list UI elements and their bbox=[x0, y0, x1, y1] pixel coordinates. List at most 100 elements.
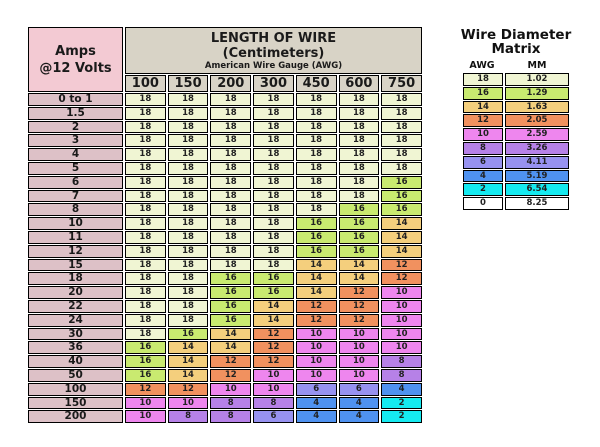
length-column-header: 100 bbox=[125, 75, 166, 92]
gauge-value-cell: 16 bbox=[125, 341, 166, 355]
matrix-row: 4 5.19 bbox=[463, 169, 569, 183]
gauge-value-cell: 18 bbox=[338, 134, 380, 148]
matrix-mm-cell: 1.02 bbox=[505, 73, 569, 86]
table-row: 12 18 18 18 18 16 16 14 bbox=[28, 244, 422, 258]
matrix-tbody: 18 1.02 16 1.29 14 1.63 12 2.05 10 2.59 8 3.26 6 4.11… bbox=[463, 73, 569, 210]
gauge-value-cell: 18 bbox=[167, 148, 209, 161]
gauge-value-cell: 10 bbox=[295, 327, 337, 341]
table-row: 3 18 18 18 18 18 18 18 bbox=[28, 134, 422, 148]
gauge-value-cell: 18 bbox=[167, 299, 209, 313]
gauge-value-cell: 18 bbox=[295, 93, 337, 106]
amps-row-label: 22 bbox=[28, 299, 123, 313]
gauge-value-cell: 18 bbox=[381, 93, 422, 106]
gauge-value-cell: 18 bbox=[253, 93, 294, 106]
amps-row-label: 1.5 bbox=[28, 106, 123, 120]
table-row: 4 18 18 18 18 18 18 18 bbox=[28, 148, 422, 161]
matrix-awg-cell: 16 bbox=[463, 86, 503, 100]
gauge-value-cell: 16 bbox=[210, 313, 252, 327]
gauge-value-cell: 14 bbox=[295, 258, 337, 272]
table-row: 36 16 14 14 12 10 10 10 bbox=[28, 341, 422, 355]
gauge-value-cell: 12 bbox=[167, 382, 209, 396]
wire-diameter-matrix-table: 18 1.02 16 1.29 14 1.63 12 2.05 10 2.59 8 3.26 6 4.11… bbox=[461, 72, 571, 211]
amps-row-label: 50 bbox=[28, 368, 123, 382]
gauge-value-cell: 16 bbox=[338, 230, 380, 244]
gauge-value-cell: 16 bbox=[338, 203, 380, 217]
gauge-value-cell: 18 bbox=[253, 134, 294, 148]
gauge-value-cell: 10 bbox=[381, 341, 422, 355]
matrix-row: 12 2.05 bbox=[463, 114, 569, 128]
gauge-value-cell: 16 bbox=[381, 189, 422, 203]
gauge-value-cell: 10 bbox=[381, 327, 422, 341]
gauge-value-cell: 18 bbox=[381, 106, 422, 120]
gauge-value-cell: 16 bbox=[295, 230, 337, 244]
table-row: 18 18 18 16 16 14 14 12 bbox=[28, 272, 422, 286]
gauge-value-cell: 18 bbox=[167, 106, 209, 120]
amps-row-label: 20 bbox=[28, 286, 123, 299]
gauge-value-cell: 10 bbox=[381, 299, 422, 313]
table-row: 50 16 14 12 10 10 10 8 bbox=[28, 368, 422, 382]
gauge-value-cell: 18 bbox=[381, 148, 422, 161]
gauge-value-cell: 12 bbox=[295, 299, 337, 313]
gauge-value-cell: 18 bbox=[253, 106, 294, 120]
gauge-value-cell: 18 bbox=[253, 161, 294, 175]
gauge-value-cell: 18 bbox=[125, 313, 166, 327]
gauge-value-cell: 4 bbox=[338, 396, 380, 410]
amps-row-label: 12 bbox=[28, 244, 123, 258]
amps-row-label: 7 bbox=[28, 189, 123, 203]
gauge-value-cell: 18 bbox=[167, 120, 209, 134]
gauge-value-cell: 18 bbox=[295, 120, 337, 134]
gauge-value-cell: 18 bbox=[295, 203, 337, 217]
gauge-value-cell: 6 bbox=[338, 382, 380, 396]
amps-row-label: 100 bbox=[28, 382, 123, 396]
length-column-header: 750 bbox=[381, 75, 422, 92]
mm-column-label: MM bbox=[527, 60, 547, 71]
matrix-row: 8 3.26 bbox=[463, 141, 569, 155]
table-row: 150 10 10 8 8 4 4 2 bbox=[28, 396, 422, 410]
matrix-mm-cell: 6.54 bbox=[505, 183, 569, 197]
gauge-value-cell: 18 bbox=[210, 148, 252, 161]
gauge-value-cell: 14 bbox=[381, 230, 422, 244]
matrix-title-line1: Wire Diameter bbox=[460, 27, 572, 43]
gauge-value-cell: 18 bbox=[338, 161, 380, 175]
gauge-value-cell: 16 bbox=[210, 299, 252, 313]
gauge-value-cell: 18 bbox=[125, 299, 166, 313]
amps-header-line2: @12 Volts bbox=[39, 60, 112, 76]
matrix-column-labels: AWG MM bbox=[461, 60, 571, 71]
matrix-title-line2: Matrix bbox=[491, 41, 541, 57]
gauge-value-cell: 14 bbox=[210, 341, 252, 355]
matrix-awg-cell: 10 bbox=[463, 128, 503, 141]
gauge-value-cell: 10 bbox=[338, 327, 380, 341]
gauge-value-cell: 16 bbox=[253, 272, 294, 286]
gauge-value-cell: 18 bbox=[125, 120, 166, 134]
gauge-value-cell: 16 bbox=[295, 244, 337, 258]
gauge-value-cell: 18 bbox=[125, 258, 166, 272]
amps-header-line1: Amps bbox=[55, 43, 96, 59]
table-row: 10 18 18 18 18 16 16 14 bbox=[28, 217, 422, 230]
matrix-mm-cell: 2.59 bbox=[505, 128, 569, 141]
amps-header-cell: Amps @12 Volts bbox=[28, 27, 123, 92]
gauge-value-cell: 18 bbox=[125, 161, 166, 175]
gauge-value-cell: 18 bbox=[210, 258, 252, 272]
matrix-mm-cell: 3.26 bbox=[505, 141, 569, 155]
length-subtitle: (Centimeters) bbox=[222, 45, 325, 61]
gauge-value-cell: 18 bbox=[167, 230, 209, 244]
amps-row-label: 11 bbox=[28, 230, 123, 244]
gauge-value-cell: 16 bbox=[381, 203, 422, 217]
gauge-value-cell: 18 bbox=[210, 175, 252, 189]
amps-row-label: 4 bbox=[28, 148, 123, 161]
gauge-value-cell: 18 bbox=[125, 106, 166, 120]
gauge-value-cell: 18 bbox=[295, 161, 337, 175]
gauge-value-cell: 12 bbox=[295, 313, 337, 327]
gauge-value-cell: 12 bbox=[210, 368, 252, 382]
amps-row-label: 18 bbox=[28, 272, 123, 286]
gauge-value-cell: 14 bbox=[338, 272, 380, 286]
amps-row-label: 8 bbox=[28, 203, 123, 217]
gauge-value-cell: 10 bbox=[295, 368, 337, 382]
awg-column-label: AWG bbox=[469, 60, 495, 71]
gauge-value-cell: 18 bbox=[210, 93, 252, 106]
gauge-value-cell: 14 bbox=[210, 327, 252, 341]
matrix-row: 10 2.59 bbox=[463, 128, 569, 141]
gauge-value-cell: 18 bbox=[167, 244, 209, 258]
gauge-value-cell: 10 bbox=[125, 396, 166, 410]
